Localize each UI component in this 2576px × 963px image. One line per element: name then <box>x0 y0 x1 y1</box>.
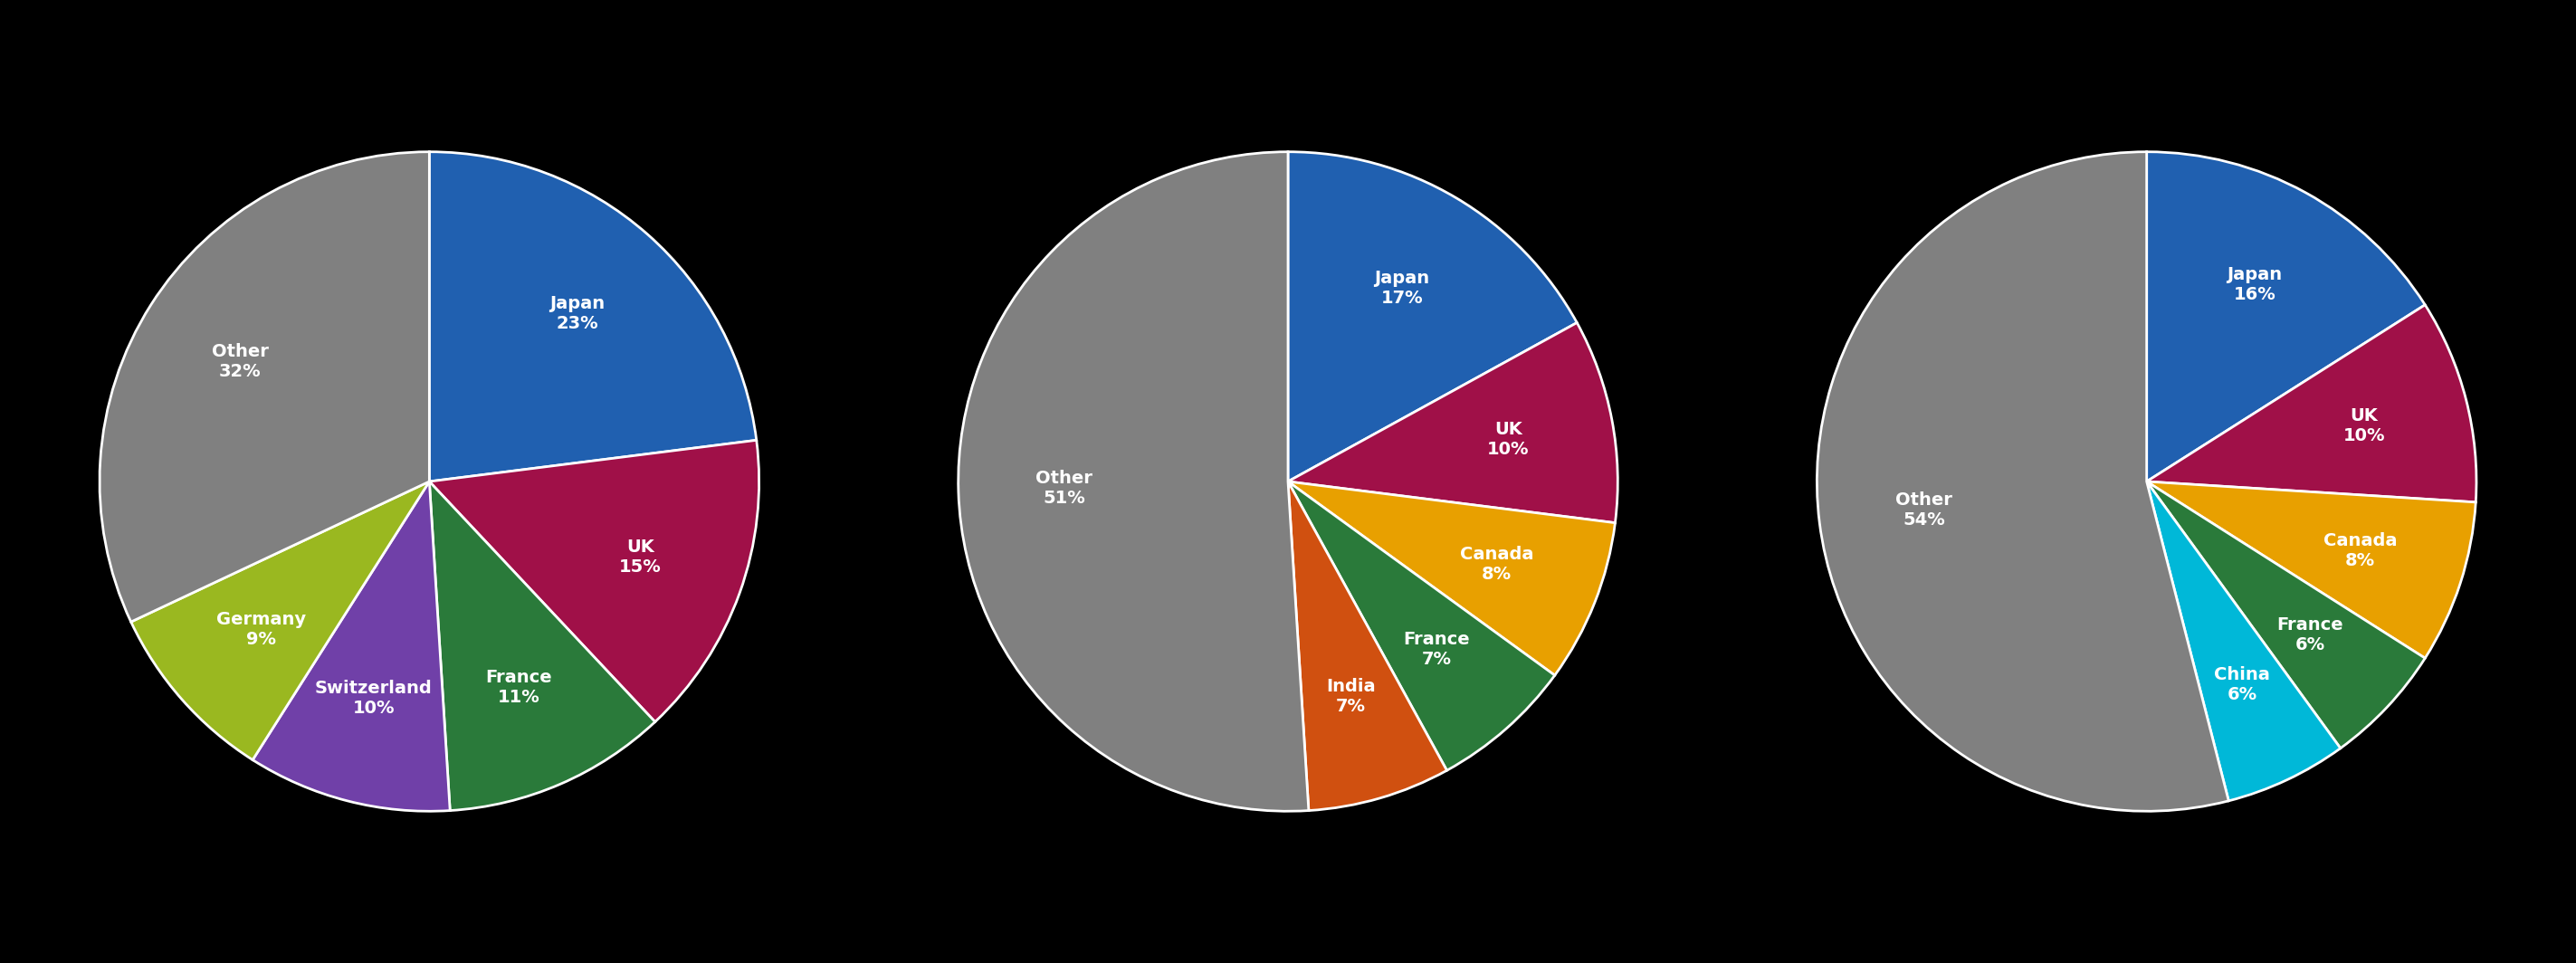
Text: France
6%: France 6% <box>2277 616 2344 654</box>
Wedge shape <box>1288 152 1577 482</box>
Text: France
11%: France 11% <box>484 668 551 706</box>
Text: Canada
8%: Canada 8% <box>1461 545 1533 583</box>
Text: UK
15%: UK 15% <box>618 539 662 576</box>
Text: Switzerland
10%: Switzerland 10% <box>314 680 433 717</box>
Text: China
6%: China 6% <box>2215 665 2269 703</box>
Text: UK
10%: UK 10% <box>2342 407 2385 444</box>
Wedge shape <box>1288 323 1618 523</box>
Text: India
7%: India 7% <box>1327 678 1376 716</box>
Wedge shape <box>430 482 654 811</box>
Text: Other
54%: Other 54% <box>1896 491 1953 528</box>
Text: Other
51%: Other 51% <box>1036 470 1092 508</box>
Wedge shape <box>2146 482 2424 748</box>
Wedge shape <box>1288 482 1556 770</box>
Wedge shape <box>100 152 430 622</box>
Wedge shape <box>958 152 1309 811</box>
Text: Japan
23%: Japan 23% <box>549 295 605 332</box>
Wedge shape <box>1288 482 1448 811</box>
Wedge shape <box>430 152 757 482</box>
Wedge shape <box>252 482 451 811</box>
Text: Japan
16%: Japan 16% <box>2228 267 2282 303</box>
Wedge shape <box>430 440 760 722</box>
Text: France
7%: France 7% <box>1404 631 1468 668</box>
Text: Other
32%: Other 32% <box>211 343 268 380</box>
Wedge shape <box>2146 305 2476 502</box>
Wedge shape <box>131 482 430 760</box>
Wedge shape <box>2146 482 2342 801</box>
Text: UK
10%: UK 10% <box>1486 421 1530 458</box>
Text: Canada
8%: Canada 8% <box>2324 533 2396 569</box>
Wedge shape <box>1288 482 1615 675</box>
Text: Japan
17%: Japan 17% <box>1376 270 1430 307</box>
Wedge shape <box>2146 482 2476 658</box>
Wedge shape <box>2146 152 2424 482</box>
Text: Germany
9%: Germany 9% <box>216 612 307 648</box>
Wedge shape <box>1816 152 2228 811</box>
